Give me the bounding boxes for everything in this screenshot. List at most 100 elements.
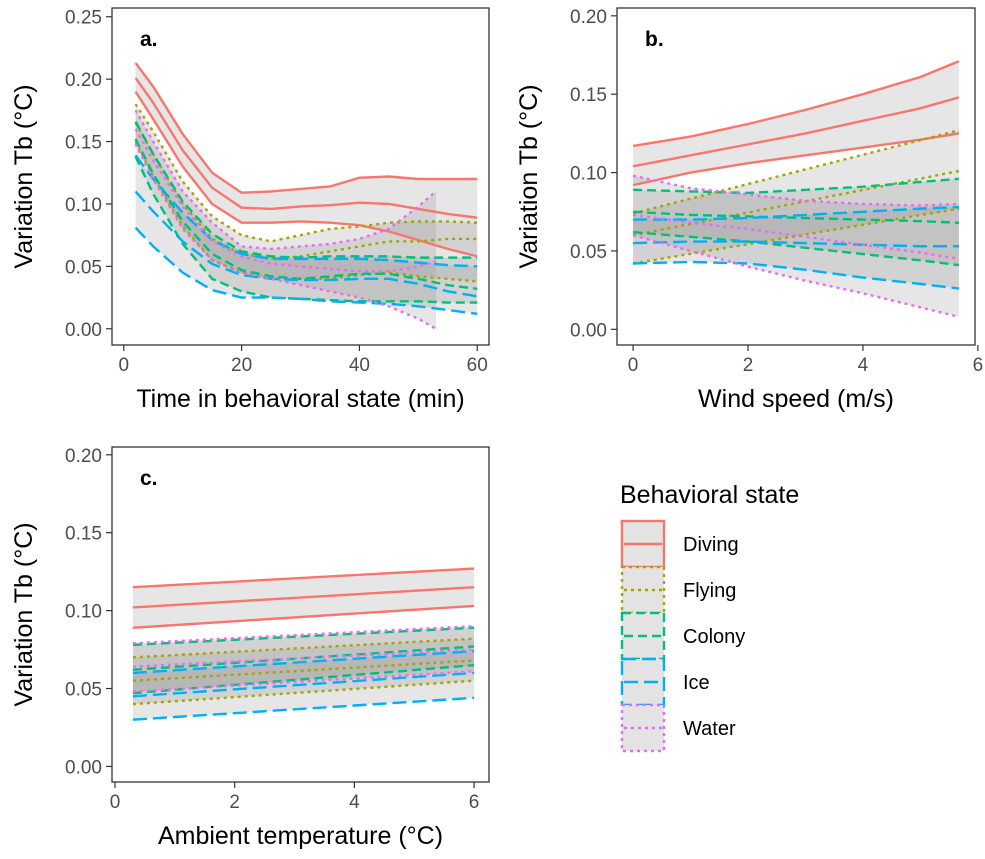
diving-upper-line bbox=[132, 567, 475, 589]
x-tick-label: 40 bbox=[349, 355, 370, 376]
colony-upper-line bbox=[633, 177, 960, 195]
x-tick-label: 4 bbox=[858, 355, 869, 376]
colony-upper-line bbox=[132, 626, 475, 647]
legend-key-diving: Diving bbox=[620, 519, 739, 569]
ice-fit-line bbox=[134, 190, 478, 298]
y-tick-label: 0.10 bbox=[65, 195, 102, 216]
panel-label: b. bbox=[645, 28, 664, 51]
y-tick-label: 0.15 bbox=[65, 133, 102, 154]
legend-label: Ice bbox=[683, 672, 710, 694]
confidence-ribbon-diving bbox=[135, 62, 478, 257]
x-tick-label: 60 bbox=[467, 355, 488, 376]
ice-fit-line bbox=[132, 671, 475, 698]
water-lower-line bbox=[632, 234, 960, 318]
colony-lower-line bbox=[632, 230, 960, 267]
diving-lower-line bbox=[134, 90, 478, 258]
legend-key-ice: Ice bbox=[620, 657, 710, 707]
panel-label: c. bbox=[140, 467, 158, 490]
colony-fit-line bbox=[633, 210, 959, 224]
flying-lower-line bbox=[632, 207, 960, 265]
legend-label: Diving bbox=[683, 534, 739, 556]
legend-title: Behavioral state bbox=[620, 481, 799, 509]
diving-upper-line bbox=[632, 60, 960, 148]
panel-b: 0.00 0.05 0.10 0.15 0.20 0 2 4 6 Wind speed (m/s)… bbox=[515, 7, 983, 413]
legend-key-colony: Colony bbox=[620, 611, 745, 661]
legend-key-flying: Flying bbox=[620, 565, 736, 615]
x-axis-title: Time in behavioral state (min) bbox=[136, 385, 464, 413]
panel-border bbox=[616, 7, 976, 346]
diving-fit-line bbox=[132, 586, 475, 609]
y-axis-title: Variation Tb (°C) bbox=[10, 84, 38, 268]
confidence-ribbon-diving bbox=[633, 61, 959, 186]
x-tick-label: 0 bbox=[110, 792, 121, 813]
y-tick-label: 0.05 bbox=[65, 680, 102, 701]
x-tick-label: 0 bbox=[118, 355, 129, 376]
plot-area bbox=[632, 60, 960, 318]
legend-keys: Diving Flying Colony Ice Water bbox=[620, 519, 745, 753]
plot-area bbox=[132, 567, 475, 721]
ice-lower-line bbox=[132, 696, 475, 721]
y-tick-label: 0.10 bbox=[570, 164, 607, 185]
legend-label: Water bbox=[683, 718, 736, 740]
y-tick-label: 0.15 bbox=[65, 524, 102, 545]
colony-upper-line bbox=[134, 121, 478, 259]
ice-fit-line bbox=[633, 240, 959, 248]
ice-upper-line bbox=[134, 154, 478, 268]
confidence-ribbon-ice bbox=[633, 207, 959, 289]
y-tick-label: 0.00 bbox=[65, 320, 102, 341]
ice-upper-line bbox=[132, 649, 475, 675]
diving-lower-line bbox=[132, 604, 475, 629]
x-axis-title: Ambient temperature (°C) bbox=[158, 822, 443, 850]
water-upper-line bbox=[132, 624, 475, 645]
colony-fit-line bbox=[134, 138, 478, 291]
flying-upper-line bbox=[134, 103, 478, 243]
legend: Behavioral state Diving Flying Colony Ice Wa… bbox=[620, 481, 799, 753]
colony-lower-line bbox=[134, 156, 478, 304]
x-tick-label: 6 bbox=[469, 792, 480, 813]
ice-lower-line bbox=[134, 226, 478, 315]
water-upper-line bbox=[632, 174, 959, 207]
panel-label: a. bbox=[140, 28, 158, 51]
panel-c: 0.00 0.05 0.10 0.15 0.20 0 2 4 6 Ambient temperat… bbox=[10, 446, 490, 850]
diving-upper-line bbox=[134, 62, 478, 194]
diving-fit-line bbox=[632, 96, 960, 168]
water-fit-line bbox=[632, 213, 960, 260]
flying-upper-line bbox=[632, 129, 960, 215]
confidence-ribbon-colony bbox=[633, 178, 959, 266]
diving-fit-line bbox=[134, 77, 478, 219]
y-tick-label: 0.05 bbox=[65, 257, 102, 278]
x-tick-label: 20 bbox=[231, 355, 252, 376]
flying-upper-line bbox=[132, 637, 475, 659]
panel-border bbox=[111, 446, 490, 783]
confidence-ribbon-flying bbox=[135, 104, 478, 282]
ice-upper-line bbox=[633, 205, 959, 221]
y-tick-label: 0.00 bbox=[65, 757, 102, 778]
legend-label: Flying bbox=[683, 580, 736, 602]
y-tick-label: 0.20 bbox=[570, 7, 607, 28]
confidence-ribbon-flying bbox=[633, 130, 959, 264]
flying-fit-line bbox=[132, 659, 475, 682]
y-tick-label: 0.20 bbox=[65, 70, 102, 91]
x-tick-label: 2 bbox=[229, 792, 240, 813]
y-axis-title: Variation Tb (°C) bbox=[10, 522, 38, 706]
x-tick-label: 4 bbox=[349, 792, 360, 813]
y-tick-label: 0.15 bbox=[570, 85, 607, 106]
flying-fit-line bbox=[134, 122, 478, 261]
y-tick-label: 0.05 bbox=[570, 242, 607, 263]
water-fit-line bbox=[132, 648, 475, 668]
legend-key-water: Water bbox=[620, 703, 736, 753]
y-tick-label: 0.00 bbox=[570, 320, 607, 341]
confidence-ribbon-colony bbox=[135, 121, 478, 303]
y-tick-label: 0.10 bbox=[65, 602, 102, 623]
water-upper-line bbox=[134, 109, 437, 251]
y-tick-label: 0.20 bbox=[65, 446, 102, 467]
panel-border bbox=[111, 7, 490, 346]
y-tick-label: 0.25 bbox=[65, 8, 102, 29]
y-axis-title: Variation Tb (°C) bbox=[515, 84, 543, 268]
x-tick-label: 0 bbox=[628, 355, 639, 376]
x-axis-title: Wind speed (m/s) bbox=[698, 385, 894, 413]
plot-area bbox=[134, 62, 478, 330]
ice-lower-line bbox=[633, 260, 960, 290]
